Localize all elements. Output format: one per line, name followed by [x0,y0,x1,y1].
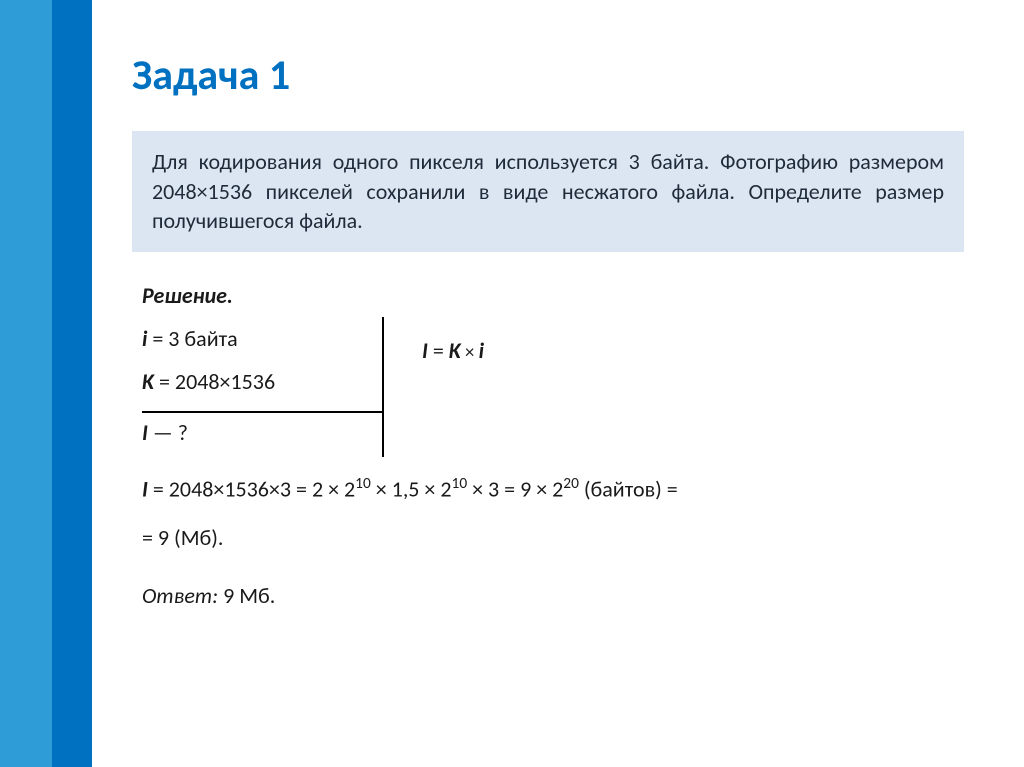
solution-label: Решение. [142,282,964,309]
given-i-value: = 3 байта [147,325,237,352]
given-column: i = 3 байта K = 2048×1536 I — ? [142,325,372,462]
calc-exp3: 20 [563,474,579,493]
answer-value: 9 Мб. [218,582,275,609]
sidebar-outer-stripe [0,0,52,767]
given-I-value: — ? [148,419,188,446]
calc-1a: = 2048×1536×3 = 2 × 2 [148,475,355,502]
formula-column: I = K × i [372,325,484,462]
answer-line: Ответ: 9 Мб. [142,582,964,609]
content-area: Задача 1 Для кодирования одного пикселя … [92,0,1024,639]
formula-K: K [449,337,461,364]
problem-statement: Для кодирования одного пикселя используе… [132,131,964,252]
given-i: i = 3 байта [142,325,372,352]
answer-label: Ответ: [142,582,218,609]
formula-main: I = K × i [422,337,484,364]
horizontal-divider [142,411,382,413]
given-k: K = 2048×1536 [142,368,372,395]
calc-exp2: 10 [452,474,468,493]
formula-times: × [461,341,479,364]
calc-exp1: 10 [355,474,371,493]
given-k-value: = 2048×1536 [154,368,275,395]
page-title: Задача 1 [132,50,964,101]
calc-1c: × 3 = 9 × 2 [467,475,563,502]
calc-1b: × 1,5 × 2 [371,475,452,502]
calc-line-2: = 9 (Мб). [142,521,964,554]
calc-1d: (байтов) = [579,475,678,502]
var-K: K [142,368,154,395]
formula-i: i [479,337,484,364]
formula-eq: = [428,337,449,364]
given-formula-row: i = 3 байта K = 2048×1536 I — ? I = K × … [142,325,964,462]
given-I: I — ? [142,419,372,446]
calc-line-1: I = 2048×1536×3 = 2 × 210 × 1,5 × 210 × … [142,472,964,505]
solution-block: Решение. i = 3 байта K = 2048×1536 I — ?… [132,282,964,609]
vertical-divider [382,317,384,457]
sidebar-inner-stripe [52,0,92,767]
